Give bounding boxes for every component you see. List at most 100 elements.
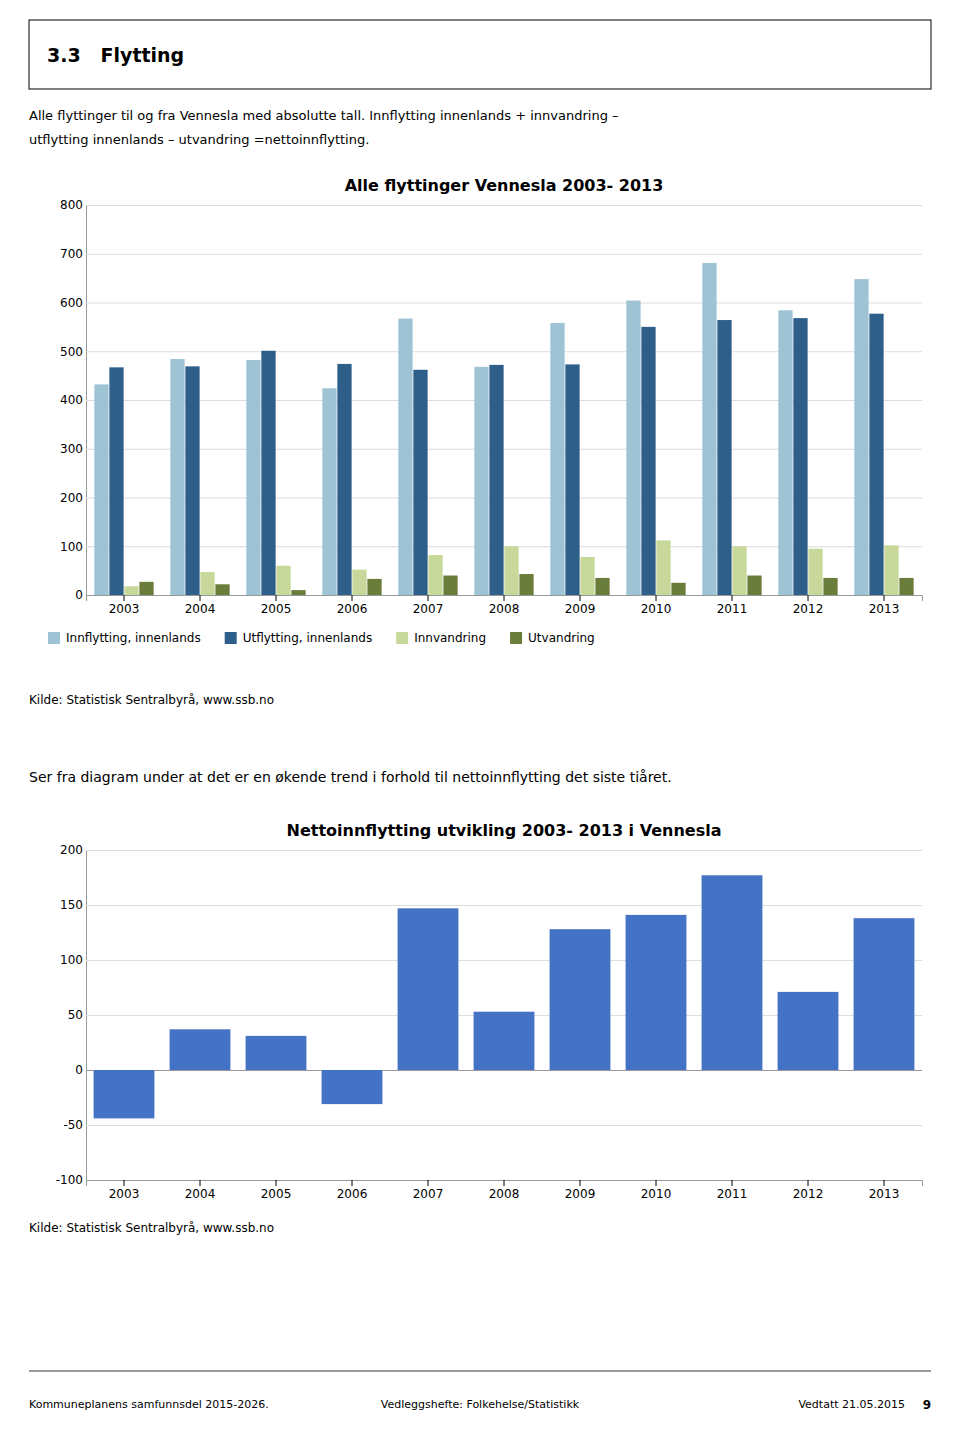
legend-label: Utvandring bbox=[528, 631, 595, 645]
y-axis: 0100200300400500600700800 bbox=[60, 198, 922, 602]
bar bbox=[124, 586, 138, 595]
bar bbox=[443, 576, 457, 596]
tick-mark bbox=[504, 1180, 505, 1186]
bar bbox=[94, 1070, 155, 1118]
x-tick-label: 2003 bbox=[109, 1187, 140, 1201]
tick-mark bbox=[504, 595, 505, 601]
x-tick: 2012 bbox=[793, 1180, 824, 1201]
x-tick-label: 2003 bbox=[109, 602, 140, 616]
x-tick-label: 2009 bbox=[565, 1187, 596, 1201]
y-tick-label: 500 bbox=[60, 345, 83, 359]
bar-series bbox=[109, 314, 883, 595]
x-tick-label: 2007 bbox=[413, 602, 444, 616]
y-tick-label: 0 bbox=[75, 588, 83, 602]
x-tick: 2009 bbox=[565, 1180, 596, 1201]
bar bbox=[519, 574, 533, 595]
description: Alle flyttinger til og fra Vennesla med … bbox=[29, 108, 619, 123]
legend-swatch bbox=[48, 632, 60, 644]
x-tick-label: 2010 bbox=[641, 602, 672, 616]
y-tick-label: -50 bbox=[63, 1118, 83, 1132]
tick-mark bbox=[884, 595, 885, 601]
x-tick-label: 2008 bbox=[489, 1187, 520, 1201]
x-tick: 2012 bbox=[793, 595, 824, 616]
bar bbox=[823, 578, 837, 595]
bar bbox=[869, 314, 883, 595]
bar bbox=[854, 279, 868, 595]
x-tick-label: 2011 bbox=[717, 602, 748, 616]
y-tick: 500 bbox=[60, 345, 922, 359]
grid-line bbox=[86, 254, 922, 255]
y-tick-label: 100 bbox=[60, 953, 83, 967]
tick-mark bbox=[580, 1180, 581, 1186]
x-tick-label: 2005 bbox=[261, 1187, 292, 1201]
tick-mark bbox=[352, 595, 353, 601]
bar bbox=[808, 549, 822, 595]
x-tick-label: 2010 bbox=[641, 1187, 672, 1201]
x-tick: 2008 bbox=[489, 595, 520, 616]
x-tick: 2005 bbox=[261, 1180, 292, 1201]
grid-line bbox=[86, 850, 922, 851]
footer-text: Vedtatt 21.05.2015 bbox=[798, 1398, 905, 1411]
x-tick: 2011 bbox=[717, 595, 748, 616]
bar bbox=[246, 360, 260, 595]
bar bbox=[702, 875, 763, 1070]
tick-mark bbox=[200, 1180, 201, 1186]
footer-text: 9 bbox=[923, 1398, 931, 1412]
tick-mark bbox=[124, 595, 125, 601]
bar bbox=[550, 929, 611, 1070]
bar bbox=[702, 263, 716, 595]
bar bbox=[352, 570, 366, 595]
bar bbox=[641, 327, 655, 595]
y-tick-label: 400 bbox=[60, 393, 83, 407]
y-tick: 100 bbox=[60, 953, 922, 967]
tick-mark bbox=[428, 1180, 429, 1186]
plot-area bbox=[94, 263, 913, 595]
bar bbox=[854, 918, 915, 1070]
y-tick-label: 50 bbox=[68, 1008, 83, 1022]
y-tick-label: 200 bbox=[60, 843, 83, 857]
tick-mark bbox=[656, 595, 657, 601]
bar bbox=[291, 590, 305, 595]
tick-mark bbox=[352, 1180, 353, 1186]
y-tick: 150 bbox=[60, 898, 922, 912]
bar bbox=[215, 584, 229, 595]
legend-item: Utflytting, innenlands bbox=[225, 631, 372, 645]
grid-line bbox=[86, 1070, 922, 1071]
tick-mark bbox=[656, 1180, 657, 1186]
y-axis-line bbox=[87, 206, 923, 596]
chart-title: Alle flyttinger Vennesla 2003- 2013 bbox=[345, 176, 664, 195]
grid-line bbox=[86, 1125, 922, 1126]
x-tick: 2008 bbox=[489, 1180, 520, 1201]
x-tick: 2006 bbox=[337, 595, 368, 616]
y-tick-label: 300 bbox=[60, 442, 83, 456]
legend-item: Innvandring bbox=[396, 631, 486, 645]
x-tick: 2004 bbox=[185, 1180, 216, 1201]
y-tick-label: 700 bbox=[60, 247, 83, 261]
grid-line bbox=[86, 960, 922, 961]
tick-mark bbox=[732, 1180, 733, 1186]
x-tick: 2007 bbox=[413, 1180, 444, 1201]
page: 3.3 FlyttingAlle flyttinger til og fra V… bbox=[0, 0, 960, 1431]
bar bbox=[170, 359, 184, 595]
source: Kilde: Statistisk Sentralbyrå, www.ssb.n… bbox=[29, 1221, 274, 1235]
x-tick-label: 2013 bbox=[869, 602, 900, 616]
bar-series bbox=[94, 263, 868, 595]
bar bbox=[778, 992, 839, 1070]
y-tick-label: 800 bbox=[60, 198, 83, 212]
bar bbox=[884, 545, 898, 595]
plot-area bbox=[94, 875, 915, 1118]
x-tick: 2007 bbox=[413, 595, 444, 616]
bar bbox=[474, 367, 488, 595]
x-tick-label: 2006 bbox=[337, 602, 368, 616]
y-tick-label: 600 bbox=[60, 296, 83, 310]
y-tick-label: 100 bbox=[60, 540, 83, 554]
x-tick: 2006 bbox=[337, 1180, 368, 1201]
bar bbox=[170, 1029, 231, 1070]
x-tick-label: 2011 bbox=[717, 1187, 748, 1201]
x-tick-label: 2009 bbox=[565, 602, 596, 616]
y-tick: -100 bbox=[56, 1173, 922, 1187]
x-tick: 2004 bbox=[185, 595, 216, 616]
x-tick: 2013 bbox=[869, 1180, 900, 1201]
x-axis: 2003 2004 2005 2006 2007 2008 2009 2010 2011 2012… bbox=[87, 1180, 923, 1201]
x-axis-line bbox=[87, 596, 923, 602]
